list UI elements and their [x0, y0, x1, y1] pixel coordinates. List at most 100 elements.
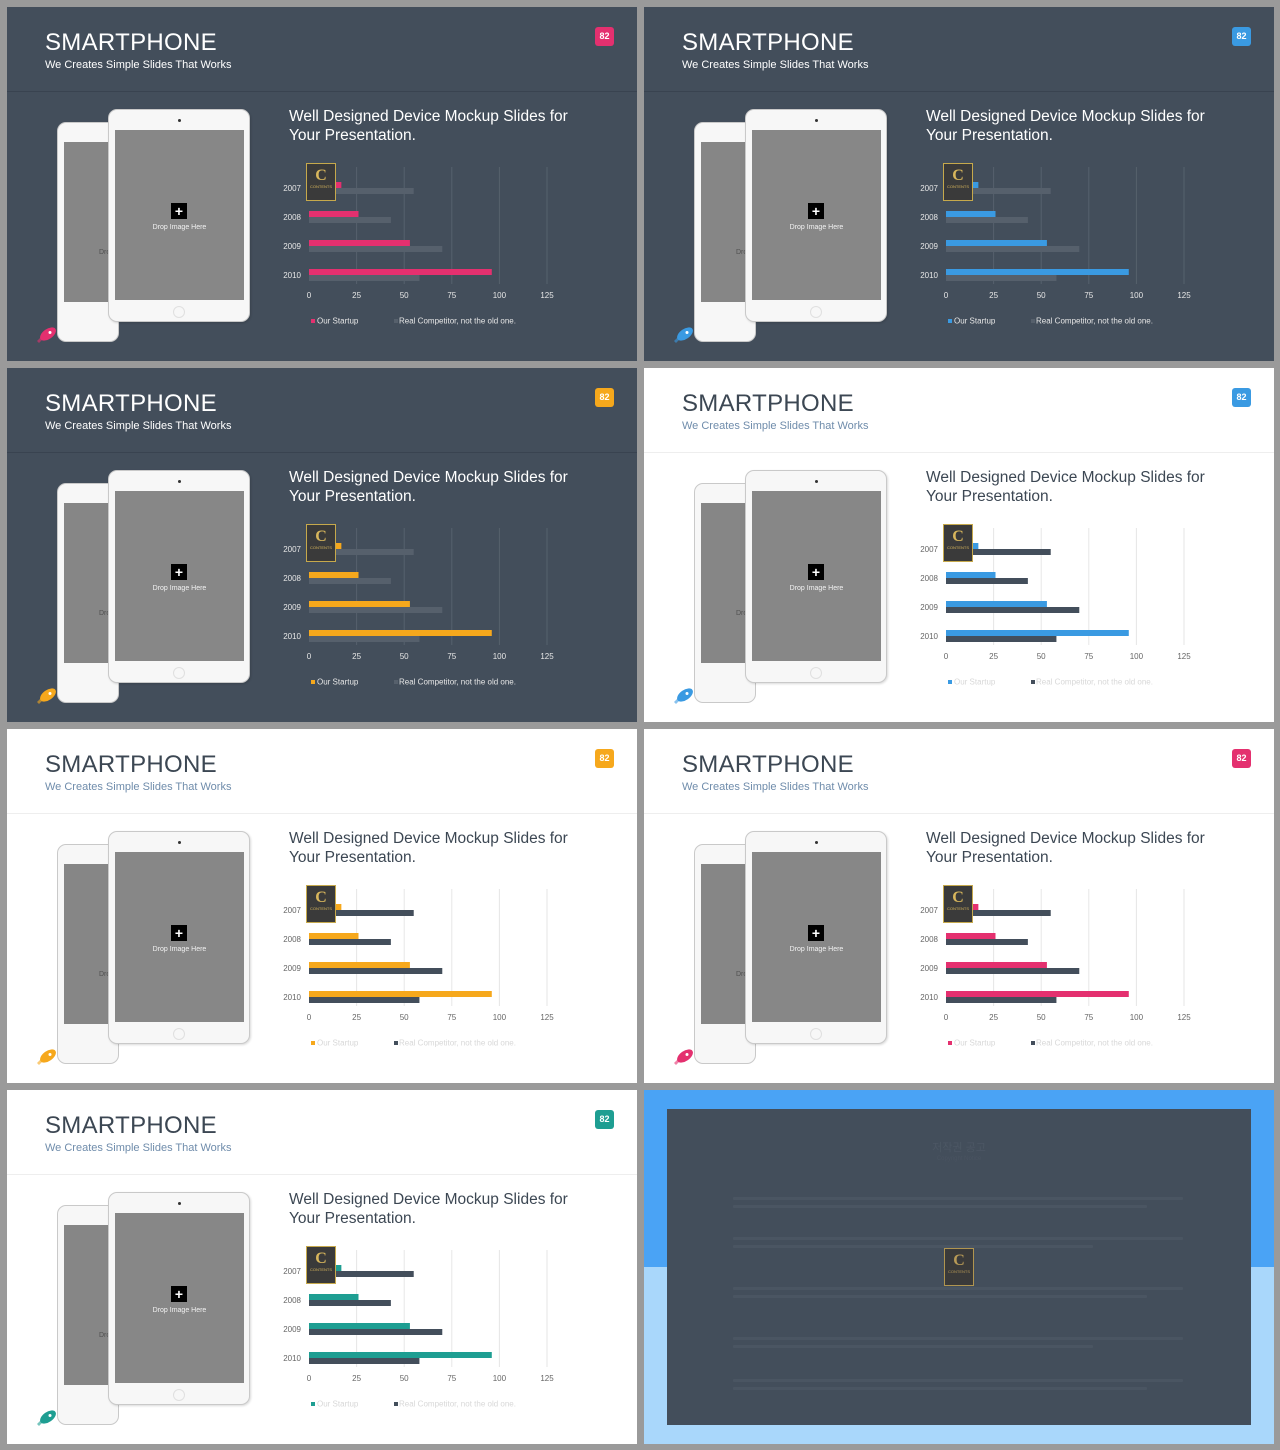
contents-logo-text: CONTENTS: [948, 1269, 970, 1274]
contents-logo-text: CONTENTS: [947, 184, 969, 189]
drop-image-label-partial: Dro: [99, 610, 111, 617]
contents-logo-letter: C: [952, 167, 964, 184]
bar-real-competitor: [309, 997, 420, 1003]
plus-icon[interactable]: +: [171, 564, 187, 580]
image-drop-zone[interactable]: + Drop Image Here: [752, 852, 881, 1022]
plus-icon[interactable]: +: [808, 564, 824, 580]
contents-logo: C CONTENTS: [943, 524, 973, 562]
plus-icon[interactable]: +: [808, 203, 824, 219]
camera-dot: [815, 119, 818, 122]
legend-swatch-real-competitor: [1031, 680, 1035, 684]
x-tick-label: 100: [1130, 291, 1144, 300]
bar-our-startup: [946, 962, 1047, 968]
contents-logo-text: CONTENTS: [310, 184, 332, 189]
x-tick-label: 25: [989, 1013, 998, 1022]
contents-logo: C CONTENTS: [306, 524, 336, 562]
image-drop-zone[interactable]: + Drop Image Here: [115, 852, 244, 1022]
legend-swatch-our-startup: [948, 1041, 952, 1045]
page-number-badge: 82: [1232, 749, 1251, 768]
x-tick-label: 25: [352, 652, 361, 661]
bar-our-startup: [309, 240, 410, 246]
slide-4[interactable]: SMARTPHONE We Creates Simple Slides That…: [644, 368, 1274, 722]
legend-swatch-our-startup: [311, 680, 315, 684]
legend-label-our-startup: Our Startup: [954, 678, 996, 687]
x-tick-label: 100: [493, 1374, 507, 1383]
tablet-front-mockup: + Drop Image Here: [745, 831, 887, 1044]
bar-real-competitor: [309, 246, 443, 252]
rocket-icon: [35, 1408, 57, 1430]
y-category-label: 2010: [283, 1354, 301, 1363]
bar-real-competitor: [946, 246, 1080, 252]
home-button: [173, 1028, 185, 1040]
image-drop-zone[interactable]: + Drop Image Here: [752, 491, 881, 661]
contents-logo-text: CONTENTS: [310, 1267, 332, 1272]
x-tick-label: 75: [1084, 652, 1093, 661]
bar-real-competitor: [309, 549, 414, 555]
home-button: [173, 306, 185, 318]
slide-heading: Well Designed Device Mockup Slides for Y…: [289, 1191, 568, 1227]
slide-heading: Well Designed Device Mockup Slides for Y…: [926, 108, 1205, 144]
slide-subtitle: We Creates Simple Slides That Works: [45, 420, 232, 432]
x-tick-label: 0: [944, 291, 949, 300]
contents-logo: C CONTENTS: [944, 1248, 974, 1286]
rocket-icon: [35, 686, 57, 708]
home-button: [810, 1028, 822, 1040]
plus-icon[interactable]: +: [171, 203, 187, 219]
y-category-label: 2007: [920, 906, 938, 915]
legend-label-our-startup: Our Startup: [317, 678, 359, 687]
image-drop-zone[interactable]: + Drop Image Here: [115, 130, 244, 300]
plus-icon[interactable]: +: [808, 925, 824, 941]
slide-3[interactable]: SMARTPHONE We Creates Simple Slides That…: [7, 368, 637, 722]
slide-title: SMARTPHONE: [682, 751, 854, 778]
y-category-label: 2008: [283, 574, 301, 583]
y-category-label: 2007: [920, 184, 938, 193]
tablet-front-mockup: + Drop Image Here: [745, 109, 887, 322]
contents-logo-text: CONTENTS: [947, 545, 969, 550]
page-number-badge: 82: [595, 1110, 614, 1129]
image-drop-zone[interactable]: + Drop Image Here: [752, 130, 881, 300]
camera-dot: [178, 1202, 181, 1205]
drop-image-label: Drop Image Here: [789, 224, 844, 231]
x-tick-label: 50: [400, 652, 409, 661]
y-category-label: 2009: [920, 603, 938, 612]
slide-heading: Well Designed Device Mockup Slides for Y…: [289, 108, 568, 144]
copyright-paragraph: [733, 1197, 1183, 1217]
slide-title: SMARTPHONE: [45, 29, 217, 56]
bar-real-competitor: [309, 217, 391, 223]
x-tick-label: 50: [1037, 1013, 1046, 1022]
contents-logo-text: CONTENTS: [310, 906, 332, 911]
image-drop-zone[interactable]: + Drop Image Here: [115, 491, 244, 661]
copyright-slide[interactable]: 저작권 공고 Copyright Notice C CONTENTS: [644, 1090, 1274, 1444]
contents-logo-letter: C: [315, 528, 327, 545]
slide-1[interactable]: SMARTPHONE We Creates Simple Slides That…: [7, 7, 637, 361]
y-category-label: 2007: [283, 1267, 301, 1276]
copyright-paragraph: [733, 1337, 1183, 1357]
x-tick-label: 75: [447, 652, 456, 661]
slide-7[interactable]: SMARTPHONE We Creates Simple Slides That…: [7, 1090, 637, 1444]
contents-logo-text: CONTENTS: [310, 545, 332, 550]
image-drop-zone[interactable]: + Drop Image Here: [115, 1213, 244, 1383]
bar-our-startup: [309, 601, 410, 607]
legend-label-our-startup: Our Startup: [317, 1400, 359, 1409]
contents-logo-text: CONTENTS: [947, 906, 969, 911]
legend-swatch-our-startup: [948, 319, 952, 323]
x-tick-label: 50: [1037, 291, 1046, 300]
y-category-label: 2009: [283, 242, 301, 251]
bar-our-startup: [309, 269, 492, 275]
x-tick-label: 25: [989, 291, 998, 300]
bar-our-startup: [309, 211, 359, 217]
contents-logo-letter: C: [952, 889, 964, 906]
slide-6[interactable]: SMARTPHONE We Creates Simple Slides That…: [644, 729, 1274, 1083]
plus-icon[interactable]: +: [171, 925, 187, 941]
slide-5[interactable]: SMARTPHONE We Creates Simple Slides That…: [7, 729, 637, 1083]
slide-2[interactable]: SMARTPHONE We Creates Simple Slides That…: [644, 7, 1274, 361]
y-category-label: 2010: [283, 993, 301, 1002]
bar-real-competitor: [946, 910, 1051, 916]
plus-icon[interactable]: +: [171, 1286, 187, 1302]
contents-logo-letter: C: [315, 1250, 327, 1267]
x-tick-label: 100: [493, 652, 507, 661]
x-tick-label: 100: [1130, 652, 1144, 661]
slide-subtitle: We Creates Simple Slides That Works: [682, 781, 869, 793]
x-tick-label: 0: [307, 1374, 312, 1383]
y-category-label: 2010: [920, 993, 938, 1002]
